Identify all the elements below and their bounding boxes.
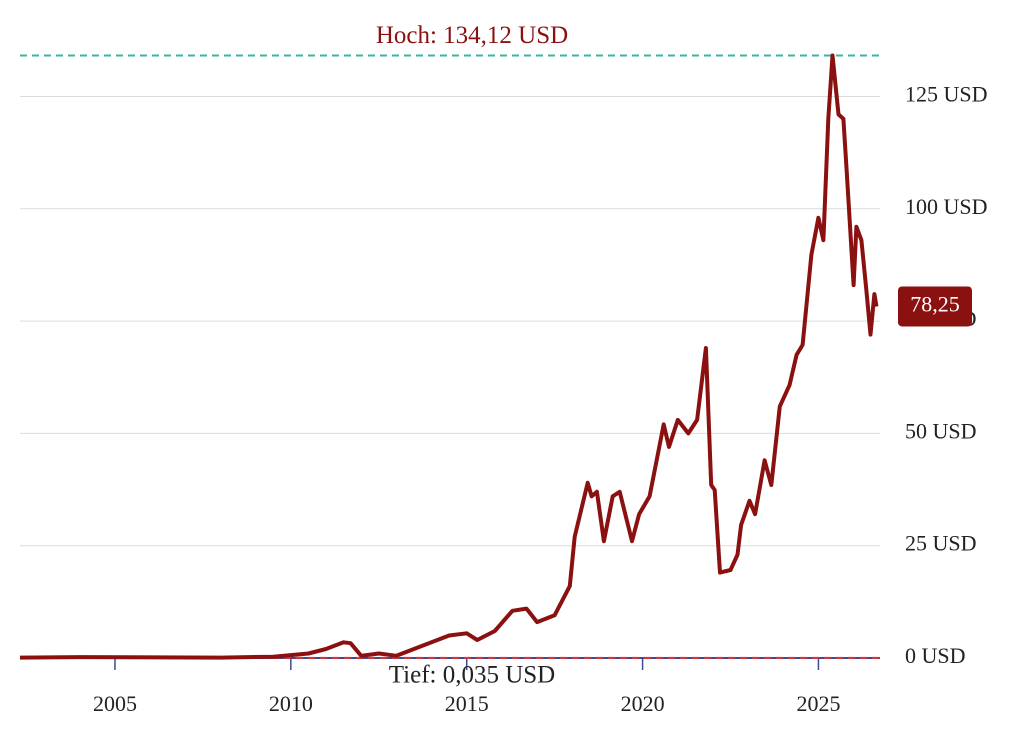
x-tick-label: 2005: [93, 691, 137, 716]
x-tick-label: 2025: [796, 691, 840, 716]
x-tick-label: 2015: [445, 691, 489, 716]
price-line: [19, 53, 879, 660]
y-tick-label: 25 USD: [905, 531, 977, 556]
y-tick-label: 100 USD: [905, 194, 988, 219]
low-label: Tief: 0,035 USD: [389, 662, 555, 689]
high-label: Hoch: 134,12 USD: [376, 22, 568, 49]
y-tick-label: 50 USD: [905, 418, 977, 443]
y-tick-label: 125 USD: [905, 82, 988, 107]
y-tick-label: 0 USD: [905, 643, 966, 668]
x-tick-label: 2020: [621, 691, 665, 716]
current-label: 78,25: [910, 292, 960, 317]
x-tick-label: 2010: [269, 691, 313, 716]
current-badge: [898, 286, 972, 327]
